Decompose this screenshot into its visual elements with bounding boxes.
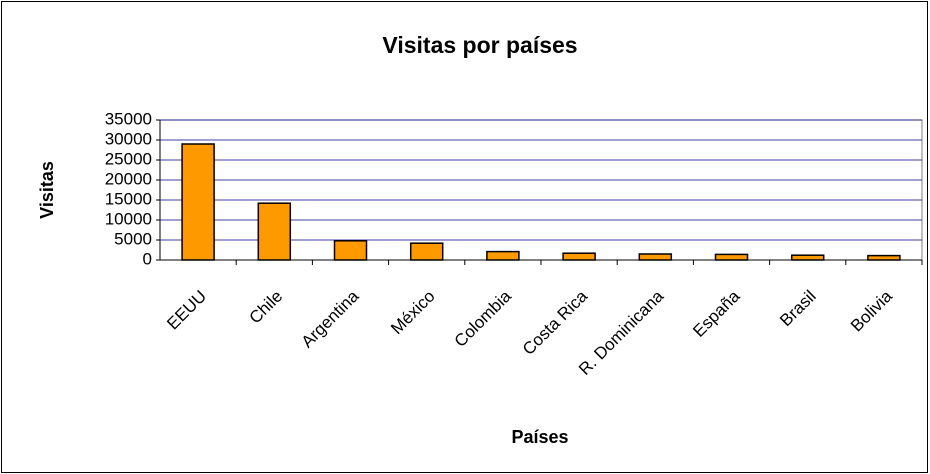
bar xyxy=(638,253,673,261)
y-axis-title: Visitas xyxy=(37,161,57,219)
bar xyxy=(486,250,520,261)
bar xyxy=(562,252,596,261)
y-tick-label: 5000 xyxy=(114,229,152,248)
bar xyxy=(333,240,368,261)
bar xyxy=(790,254,825,261)
y-tick-label: 25000 xyxy=(105,149,152,168)
y-tick-label: 10000 xyxy=(105,209,152,228)
bar xyxy=(409,242,444,261)
x-axis-title: Países xyxy=(511,427,568,447)
bar xyxy=(714,253,749,261)
chart-title: Visitas por países xyxy=(382,32,577,58)
y-tick-label: 30000 xyxy=(105,129,152,148)
y-tick-label: 35000 xyxy=(105,109,152,128)
y-tick-label: 0 xyxy=(143,249,152,268)
y-tick-label: 15000 xyxy=(105,189,152,208)
bar xyxy=(181,143,215,261)
y-tick-label: 20000 xyxy=(105,169,152,188)
bar xyxy=(257,202,292,261)
bar xyxy=(867,254,901,261)
